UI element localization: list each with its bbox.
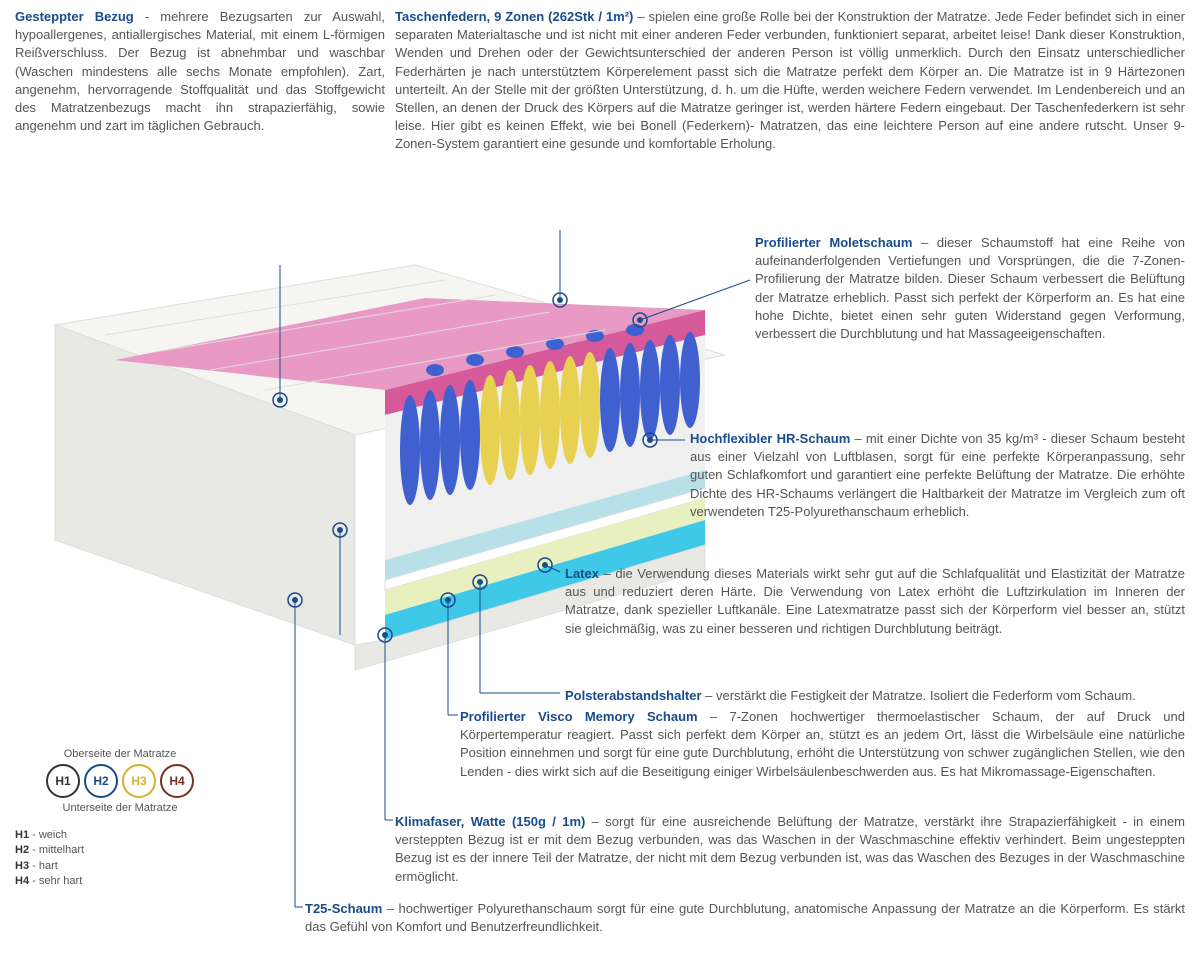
legend-h3: H3 xyxy=(122,764,156,798)
desc-cover: Gesteppter Bezug - mehrere Bezugsarten z… xyxy=(15,8,385,135)
desc-visco: Profilierter Visco Memory Schaum – 7-Zon… xyxy=(460,708,1185,781)
title-springs: Taschenfedern, 9 Zonen (262Stk / 1m²) xyxy=(395,9,633,24)
legend-h1: H1 xyxy=(46,764,80,798)
legend-definitions: H1 - weich H2 - mittelhart H3 - hart H4 … xyxy=(15,828,225,890)
title-cover: Gesteppter Bezug xyxy=(15,9,134,24)
legend-bottom-label: Unterseite der Matratze xyxy=(15,802,225,814)
desc-spacer: Polsterabstandshalter – verstärkt die Fe… xyxy=(565,687,1185,705)
legend-top-label: Oberseite der Matratze xyxy=(15,748,225,760)
desc-t25: T25-Schaum – hochwertiger Polyurethansch… xyxy=(305,900,1185,936)
body-cover: - mehrere Bezugsarten zur Auswahl, hypoa… xyxy=(15,9,385,133)
desc-latex: Latex – die Verwendung dieses Materials … xyxy=(565,565,1185,638)
legend-circles: H1 H2 H3 H4 xyxy=(15,764,225,798)
desc-hr: Hochflexibler HR-Schaum – mit einer Dich… xyxy=(690,430,1185,521)
legend-h2: H2 xyxy=(84,764,118,798)
firmness-legend: Oberseite der Matratze H1 H2 H3 H4 Unter… xyxy=(15,745,225,890)
legend-h4: H4 xyxy=(160,764,194,798)
body-springs: – spielen eine große Rolle bei der Konst… xyxy=(395,9,1185,151)
desc-molet: Profilierter Moletschaum – dieser Schaum… xyxy=(755,234,1185,343)
desc-springs: Taschenfedern, 9 Zonen (262Stk / 1m²) – … xyxy=(395,8,1185,154)
desc-klimafaser: Klimafaser, Watte (150g / 1m) – sorgt fü… xyxy=(395,813,1185,886)
